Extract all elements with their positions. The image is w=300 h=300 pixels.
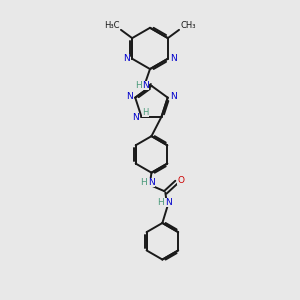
Text: H: H (157, 198, 164, 207)
Text: H: H (142, 108, 149, 117)
Text: N: N (170, 54, 176, 63)
Text: H: H (135, 81, 142, 90)
Text: H₃C: H₃C (104, 21, 120, 30)
Text: N: N (170, 92, 177, 100)
Text: N: N (148, 178, 155, 187)
Text: CH₃: CH₃ (180, 21, 196, 30)
Text: O: O (177, 176, 184, 185)
Text: N: N (132, 113, 139, 122)
Text: N: N (126, 92, 133, 100)
Text: N: N (124, 54, 130, 63)
Text: N: N (165, 198, 172, 207)
Text: N: N (142, 81, 149, 90)
Text: H: H (140, 178, 147, 187)
